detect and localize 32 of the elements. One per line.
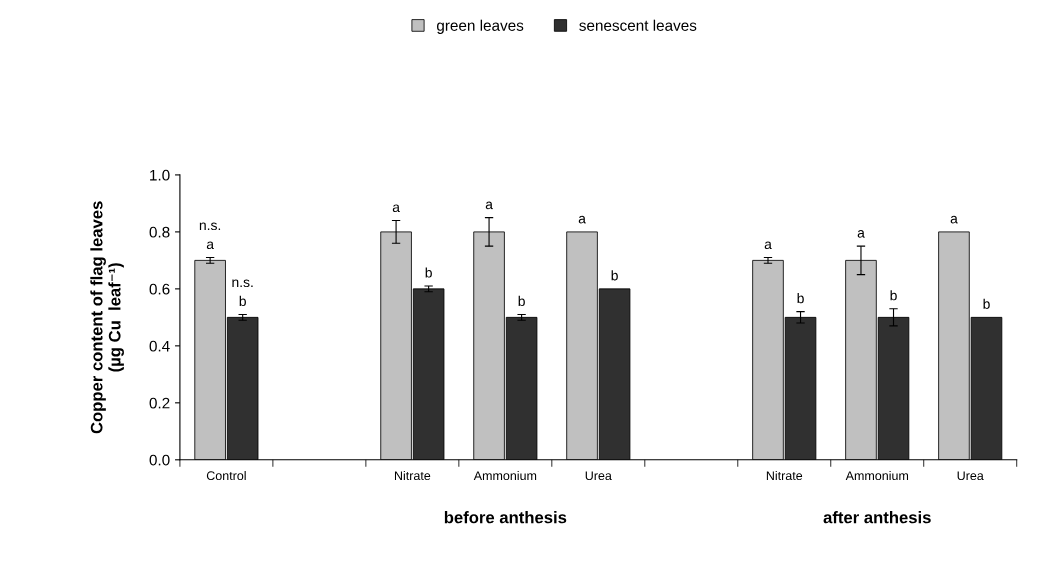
x-tick-label: Control xyxy=(206,470,246,481)
data-label: b xyxy=(518,295,525,307)
y-tick-label: 0.8 xyxy=(149,226,170,238)
y-tick-label: 0.6 xyxy=(149,283,170,295)
data-label: a xyxy=(485,201,493,210)
y-tick-label: 0.2 xyxy=(149,397,170,409)
x-tick-label: Ammonium xyxy=(845,470,909,481)
data-label: n.s. b xyxy=(232,279,253,307)
y-tick-label: 1.0 xyxy=(150,169,170,181)
data-label: b xyxy=(797,293,804,304)
x-tick-label: Nitrate xyxy=(394,470,431,481)
x-tick-label: Ammonium xyxy=(473,470,537,481)
y-tick-label: 0.0 xyxy=(149,454,170,466)
x-tick-label: Urea xyxy=(585,471,612,481)
data-label: a xyxy=(950,215,958,224)
legend-label: senescent leaves xyxy=(579,19,697,31)
y-axis-title: Copper content of flag leaves (µg Cu leaf⁻¹) xyxy=(90,201,124,434)
data-label: b xyxy=(425,267,432,278)
data-label: b xyxy=(611,270,618,281)
data-label: a xyxy=(857,230,865,238)
data-label: b xyxy=(983,298,990,309)
data-label: n.s. a xyxy=(199,222,221,250)
y-tick-label: 0.4 xyxy=(149,340,170,352)
text: after anthesis xyxy=(823,511,931,524)
legend-label: green leaves xyxy=(436,19,524,34)
data-label: a xyxy=(392,204,400,213)
x-tick-label: Urea xyxy=(957,471,984,481)
data-label: a xyxy=(578,215,586,224)
data-label: a xyxy=(764,241,772,250)
text: before anthesis xyxy=(444,511,567,524)
x-tick-label: Nitrate xyxy=(766,470,803,481)
data-label: b xyxy=(890,290,897,301)
